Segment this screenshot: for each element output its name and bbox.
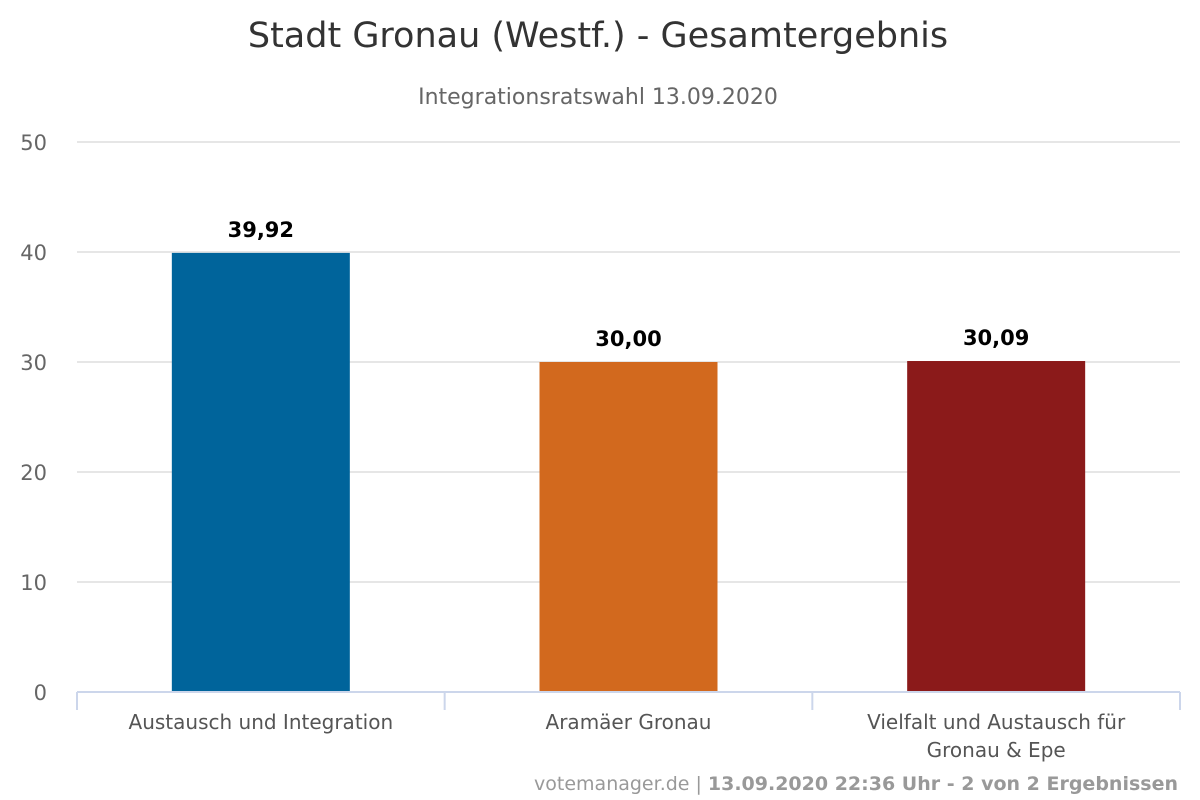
chart-subtitle: Integrationsratswahl 13.09.2020 [418, 85, 778, 110]
y-tick-label: 40 [20, 241, 47, 265]
bar[interactable] [539, 362, 718, 692]
footer-source[interactable]: votemanager.de [534, 773, 689, 795]
y-tick-label: 0 [34, 681, 47, 705]
x-tick-label: Gronau & Epe [927, 738, 1066, 762]
x-tick-label: Vielfalt und Austausch für [867, 710, 1126, 734]
bar[interactable] [171, 252, 350, 692]
x-tick-label: Aramäer Gronau [546, 710, 712, 734]
data-label: 30,00 [595, 327, 661, 351]
y-axis-ticks: 0 10 20 30 40 50 [20, 131, 47, 705]
footer: votemanager.de | 13.09.2020 22:36 Uhr - 2 … [534, 773, 1178, 795]
data-labels: 39,92 30,00 30,09 [228, 218, 1030, 351]
y-tick-label: 10 [20, 571, 47, 595]
y-tick-label: 30 [20, 351, 47, 375]
data-label: 30,09 [963, 326, 1029, 350]
x-tick-label: Austausch und Integration [129, 710, 394, 734]
x-axis [76, 691, 1181, 710]
y-tick-label: 20 [20, 461, 47, 485]
bars [171, 252, 1086, 692]
chart-title: Stadt Gronau (Westf.) - Gesamtergebnis [248, 16, 948, 56]
x-axis-tick-labels: Austausch und Integration Aramäer Gronau V… [129, 710, 1126, 762]
y-tick-label: 50 [20, 131, 47, 155]
data-label: 39,92 [228, 218, 294, 242]
bar[interactable] [907, 361, 1086, 692]
footer-separator: | [695, 773, 701, 795]
footer-info: 13.09.2020 22:36 Uhr - 2 von 2 Ergebniss… [708, 773, 1178, 795]
